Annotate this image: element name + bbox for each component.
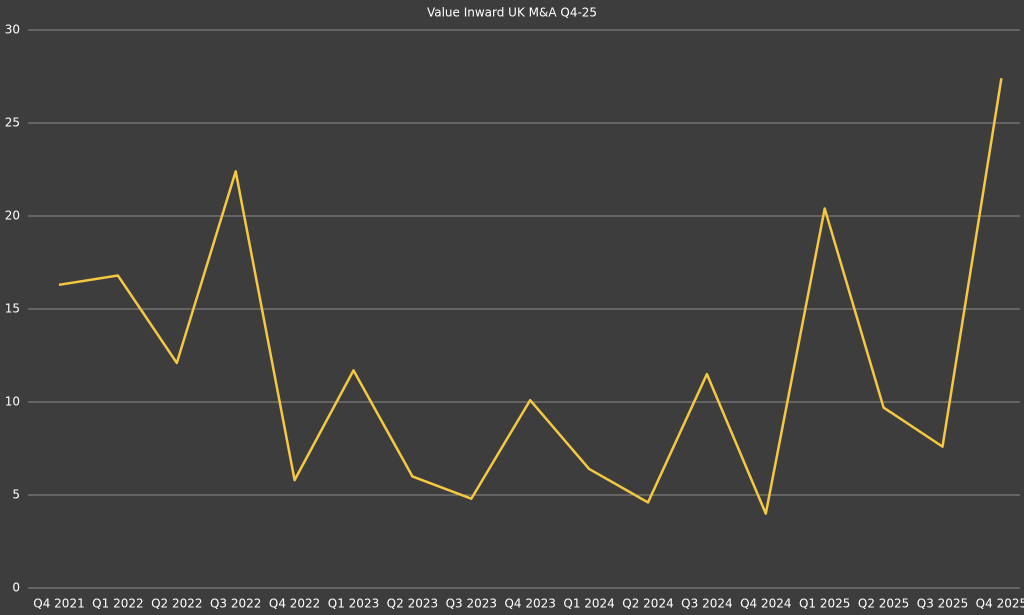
x-tick-label: Q1 2025 — [799, 597, 850, 611]
x-tick-label: Q2 2024 — [622, 597, 673, 611]
y-tick-label: 30 — [5, 23, 20, 37]
chart-title: Value Inward UK M&A Q4-25 — [427, 6, 597, 20]
x-tick-label: Q3 2025 — [917, 597, 968, 611]
y-tick-label: 20 — [5, 209, 20, 223]
y-tick-label: 10 — [5, 395, 20, 409]
x-tick-label: Q1 2024 — [563, 597, 614, 611]
x-tick-label: Q4 2024 — [740, 597, 791, 611]
x-tick-label: Q4 2025 — [976, 597, 1024, 611]
y-tick-label: 5 — [12, 488, 20, 502]
x-tick-label: Q4 2023 — [504, 597, 555, 611]
y-tick-label: 0 — [12, 581, 20, 595]
x-tick-label: Q3 2022 — [210, 597, 261, 611]
x-tick-label: Q3 2023 — [446, 597, 497, 611]
y-tick-label: 15 — [5, 302, 20, 316]
x-tick-label: Q1 2022 — [92, 597, 143, 611]
x-tick-label: Q3 2024 — [681, 597, 732, 611]
x-tick-label: Q2 2022 — [151, 597, 202, 611]
x-tick-label: Q2 2025 — [858, 597, 909, 611]
x-tick-label: Q4 2021 — [33, 597, 84, 611]
data-line — [58, 78, 1003, 515]
x-tick-label: Q2 2023 — [387, 597, 438, 611]
y-tick-label: 25 — [5, 116, 20, 130]
x-tick-label: Q4 2022 — [269, 597, 320, 611]
x-tick-label: Q1 2023 — [328, 597, 379, 611]
